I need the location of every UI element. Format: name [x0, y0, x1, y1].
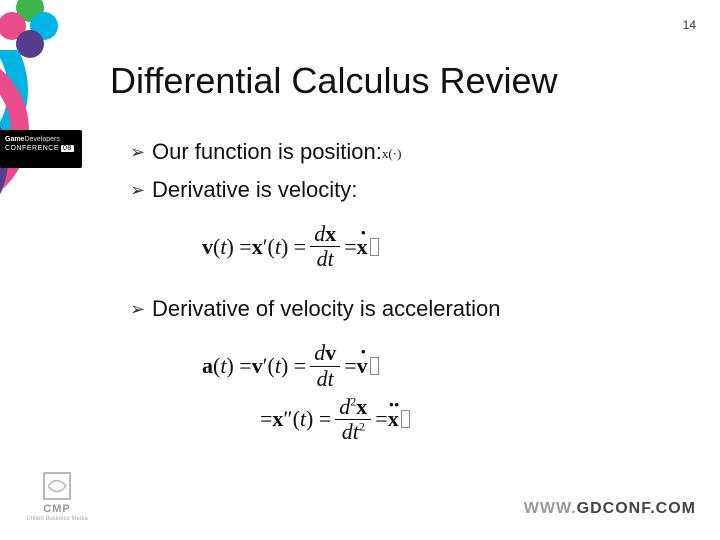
slide-title: Differential Calculus Review [110, 60, 558, 102]
bullet-marker-icon: ➢ [130, 176, 152, 204]
page-number: 14 [683, 18, 696, 32]
bullet-item: ➢ Our function is position:x(·) [130, 138, 680, 168]
slide: 14 GameDevelopers CONFERENCE08 Different… [0, 0, 720, 540]
cmp-logo: CMP United Business Media [22, 471, 92, 522]
bullet-marker-icon: ➢ [130, 295, 152, 323]
acceleration-equation: a(t) = v′(t) = dv dt = v = x″(t) = d2x d… [202, 341, 680, 444]
cmp-label: CMP [22, 503, 92, 515]
bullet-text: Derivative of velocity is acceleration [152, 295, 500, 323]
gdc-conference-badge: GameDevelopers CONFERENCE08 [0, 130, 82, 168]
footer-url: WWW.GDCONF.COM [524, 500, 696, 518]
bullet-text: Derivative is velocity: [152, 176, 357, 204]
velocity-equation: v(t) = x′(t) = dx dt = x [202, 222, 680, 271]
cmp-sublabel: United Business Media [22, 516, 92, 522]
bullet-text: Our function is position:x(·) [152, 138, 401, 168]
bullet-item: ➢ Derivative of velocity is acceleration [130, 295, 680, 323]
bullet-item: ➢ Derivative is velocity: [130, 176, 680, 204]
slide-content: ➢ Our function is position:x(·) ➢ Deriva… [130, 138, 680, 468]
bullet-marker-icon: ➢ [130, 138, 152, 166]
